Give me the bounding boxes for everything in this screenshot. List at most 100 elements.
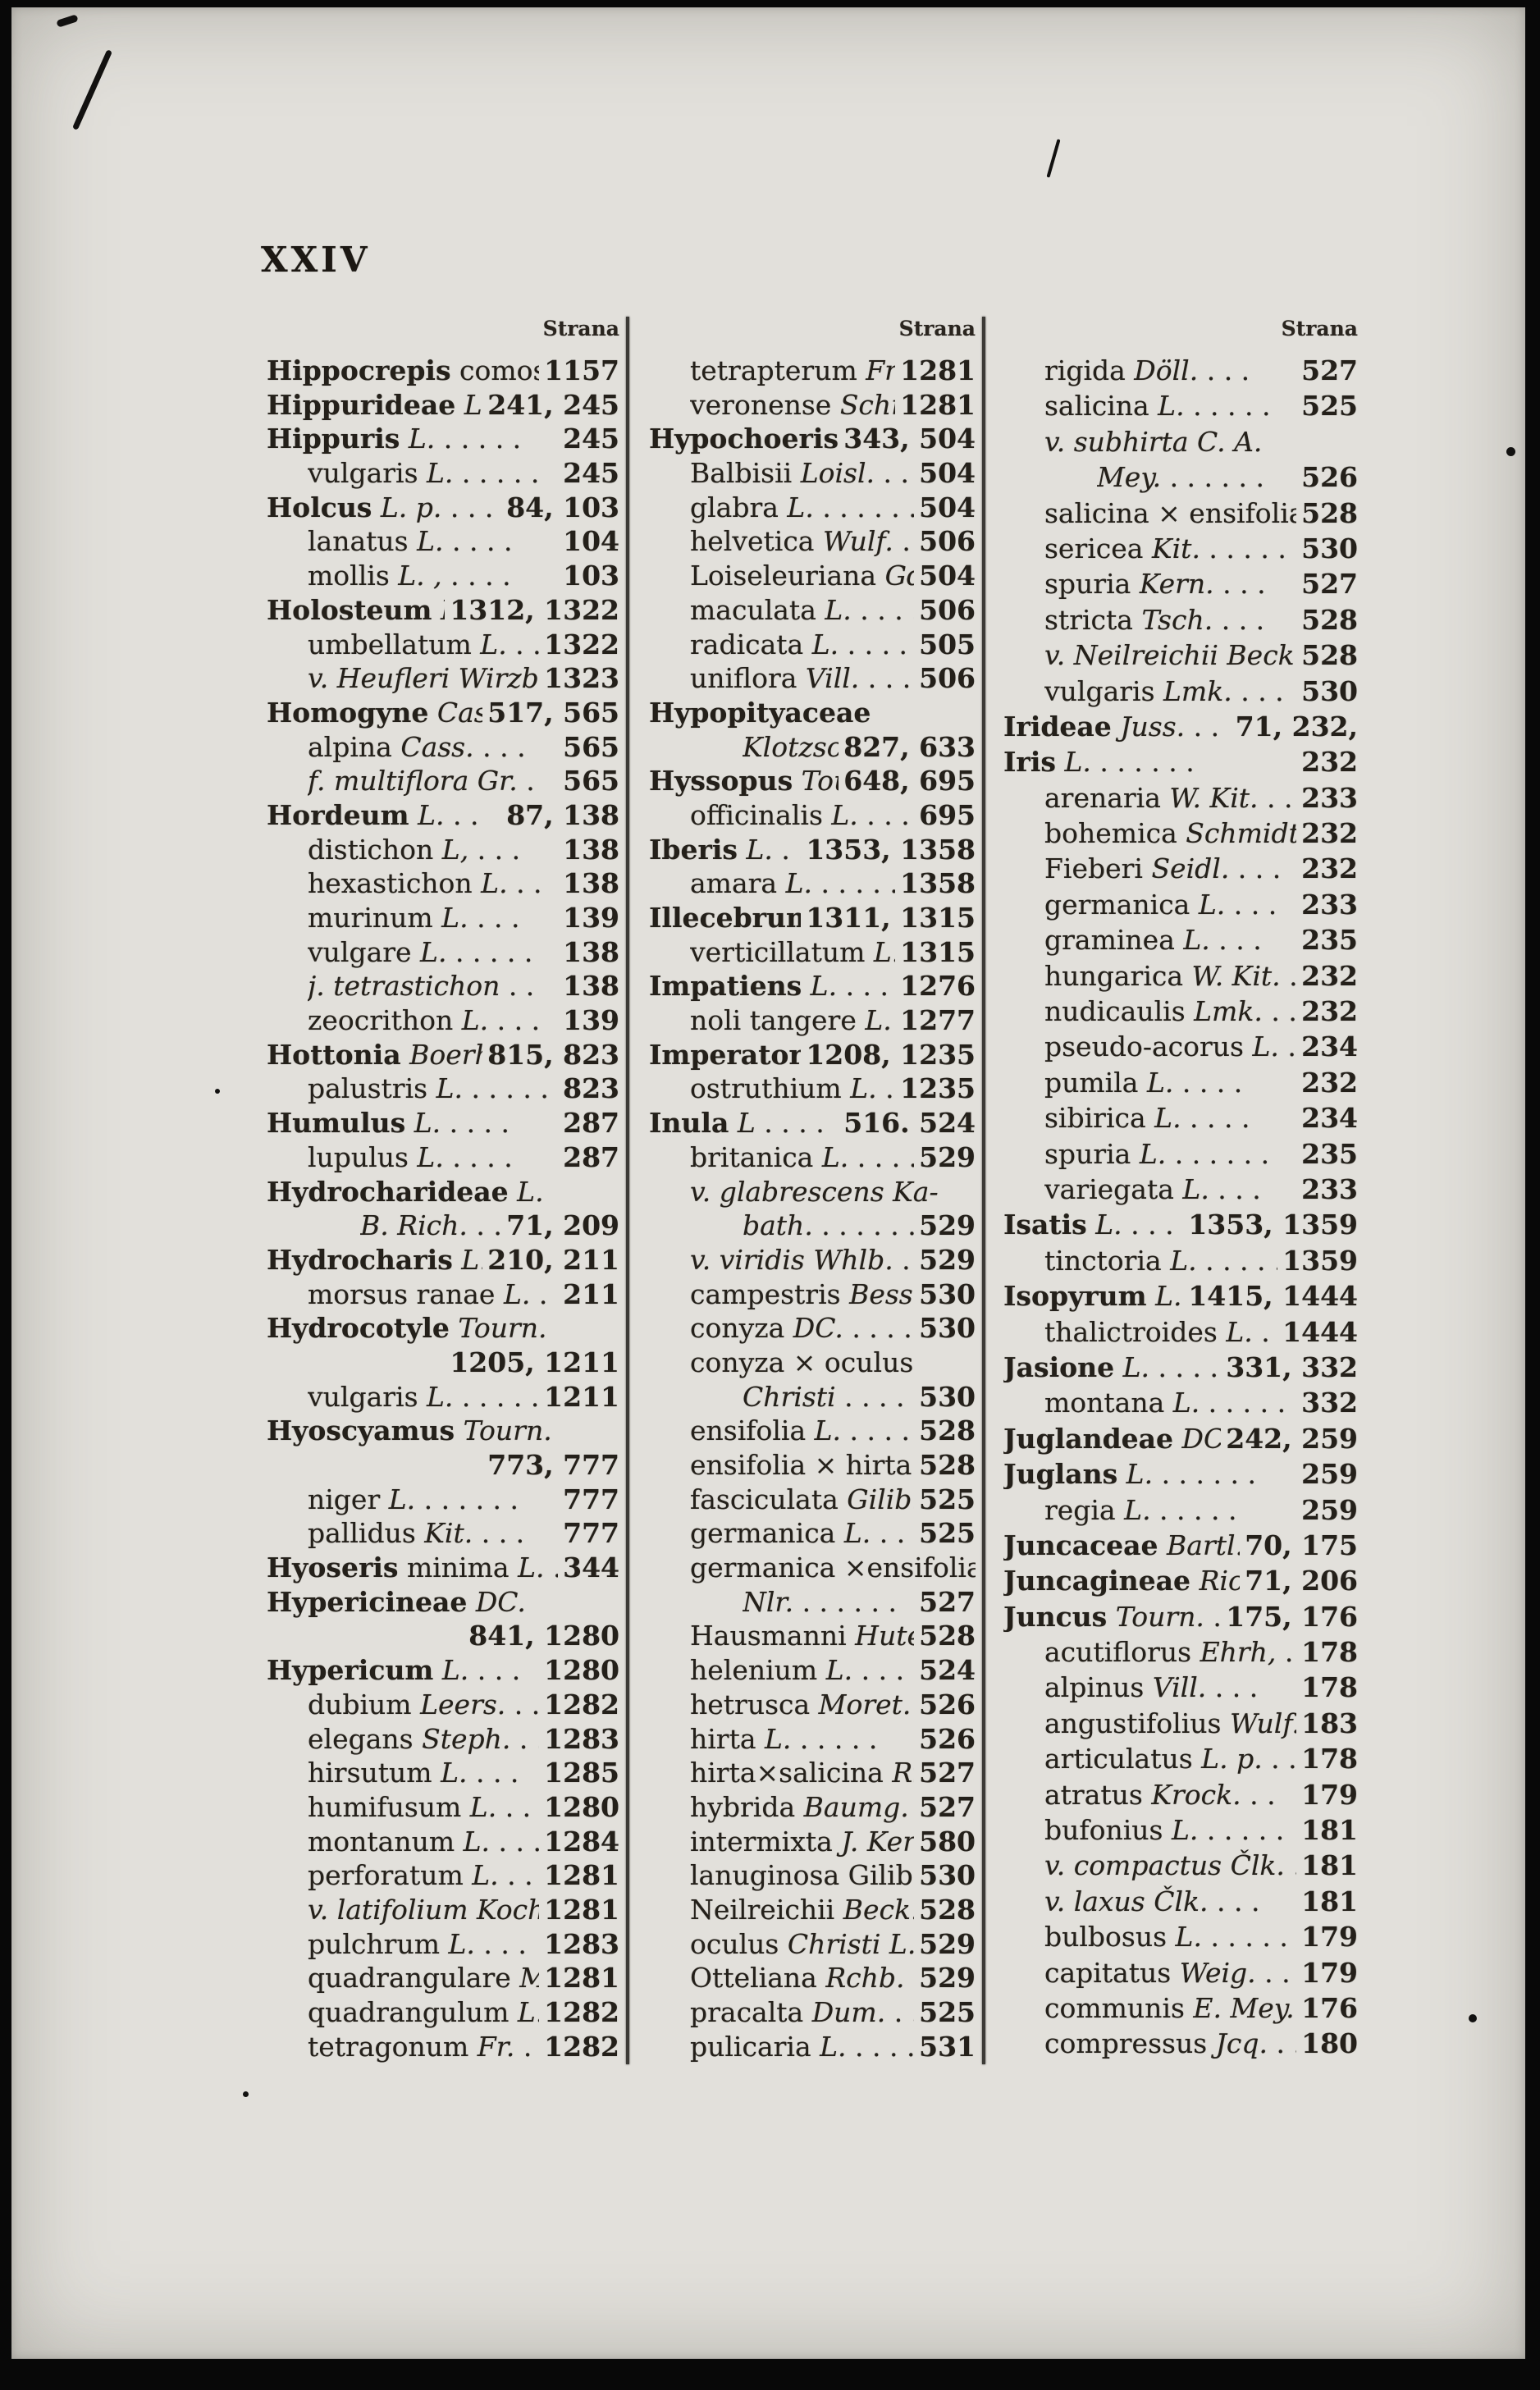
index-entry: Iberis L. . . .1353, 1358	[649, 834, 976, 868]
entry-text: mollis	[308, 560, 399, 592]
index-entry: Hypericum L. . . . 1280	[267, 1654, 619, 1689]
index-entry: arenaria W. Kit. . . 233	[1003, 782, 1358, 817]
entry-text	[1158, 1529, 1168, 1561]
entry-name: pulchrum L. . . .	[308, 1928, 527, 1960]
author-abbrev: j. tetrastichon	[308, 970, 500, 1003]
entry-text: . . .	[879, 1517, 914, 1550]
index-entry: Hausmanni Huter .528	[649, 1620, 976, 1654]
entry-text: sibirica	[1044, 1102, 1155, 1135]
entry-name: fasciculata Gilib. .	[690, 1483, 914, 1515]
entry-name: Hypochoeris L. .	[649, 423, 839, 455]
index-entry: lanuginosa Gilib. . .530	[649, 1859, 976, 1894]
entry-text: .	[1278, 1030, 1296, 1063]
entry-text: hetrusca	[690, 1688, 819, 1721]
author-abbrev: Leers.	[420, 1688, 506, 1721]
entry-name: bohemica Schmidt.	[1044, 817, 1296, 849]
entry-page-number: 1358	[900, 867, 976, 900]
entry-text: zeocrithon	[308, 1004, 462, 1037]
entry-text: Loiseleuriana	[690, 560, 885, 592]
entry-name: Juncagineae Rich.	[1003, 1565, 1240, 1597]
entry-name: radicata L. . . . . .	[690, 628, 914, 660]
index-entry: Juncagineae Rich.71, 206	[1003, 1565, 1358, 1600]
author-abbrev: Tsch.	[1141, 603, 1213, 636]
index-entry: lupulus L. . . . . 287	[267, 1141, 619, 1176]
entry-text: . . .	[1213, 568, 1266, 601]
entry-name: capitatus Weig. . .	[1044, 1957, 1291, 1989]
author-abbrev: W. Kit.	[1191, 959, 1281, 992]
entry-name: hirta L. . . . . .	[690, 1723, 877, 1755]
author-abbrev: Christi L.	[787, 1927, 915, 1960]
entry-name: helenium L. . . .	[690, 1654, 904, 1686]
entry-name: bath. . . . . . .	[743, 1209, 914, 1241]
entry-text: . . . . .	[1198, 1814, 1285, 1847]
entry-name: Hippurideae Link.	[267, 389, 482, 421]
entry-text: veronense	[690, 388, 840, 421]
index-entry: salicina × ensifolia .528	[1003, 497, 1358, 532]
index-entry: Juncaceae Bartl. 70, 175	[1003, 1529, 1358, 1565]
index-entry: Hyssopus Tourn.648, 695	[649, 765, 976, 799]
index-entry: Loiseleuriana Gdr. .504	[649, 560, 976, 594]
entry-name: vulgare L. . . . . .	[308, 936, 532, 968]
entry-text: articulatus	[1044, 1743, 1202, 1775]
index-entry: maculata L. . . . . .506	[649, 594, 976, 628]
entry-text: . .	[1255, 1956, 1291, 1989]
index-entry: vulgare L. . . . . . 138	[267, 936, 619, 971]
entry-text: hexastichon	[308, 867, 482, 900]
entry-page-number: 241, 245	[487, 388, 619, 421]
author-abbrev: v. glabrescens Ka-	[690, 1175, 939, 1208]
entry-text: germanica	[690, 1517, 844, 1550]
entry-name: mollis L. , . . . .	[308, 560, 511, 592]
entry-text: . . . .	[841, 1414, 910, 1447]
entry-name: articulatus L. p. . .	[1044, 1743, 1296, 1775]
entry-text: arenaria	[1044, 781, 1170, 814]
entry-page-number: 242, 259	[1226, 1422, 1358, 1455]
entry-name: perforatum L. . . .	[308, 1859, 539, 1891]
genus-name: Hippuris	[267, 423, 400, 455]
scan-mark-top-left	[71, 49, 113, 130]
entry-name: v. viridis Whlb. .	[690, 1244, 911, 1276]
index-entry: pallidus Kit. . . . 777	[267, 1517, 619, 1551]
entry-text	[793, 765, 802, 797]
index-entry: pseudo-acorus L. . 234	[1003, 1030, 1358, 1066]
genus-name: Holcus	[267, 491, 372, 523]
entry-page-number: 1235	[900, 1072, 976, 1105]
index-entry: tetrapterum Fr. . .1281	[649, 354, 976, 389]
entry-text: lupulus	[308, 1140, 418, 1173]
index-entry: perforatum L. . . .1281	[267, 1859, 619, 1894]
genus-name: Juncus	[1003, 1600, 1108, 1633]
index-entry: v. Neilreichii Beck. 528	[1003, 639, 1358, 674]
entry-text: .	[893, 1243, 911, 1276]
index-entry: rigida Döll. . . . 527	[1003, 354, 1358, 390]
index-entry: intermixta J. Kern580	[649, 1826, 976, 1860]
entry-name: lanuginosa Gilib. . .	[690, 1859, 914, 1891]
entry-name: amara L. . . . . . .	[690, 867, 895, 899]
entry-page-number: 183	[1301, 1707, 1358, 1739]
genus-name: Holosteum	[267, 593, 432, 626]
index-entry: 773, 777	[267, 1449, 619, 1483]
index-entry: pulchrum L. . . . 1283	[267, 1928, 619, 1963]
entry-page-number: 1315	[900, 935, 976, 968]
entry-name: oculus Christi L. .	[690, 1928, 914, 1960]
entry-name: Hausmanni Huter .	[690, 1620, 914, 1652]
entry-text: glabra	[690, 491, 788, 523]
entry-page-number: 504	[919, 560, 976, 592]
entry-text: alpinus	[1044, 1671, 1153, 1704]
index-entry: Irideae Juss. . . 71, 232,	[1003, 711, 1358, 746]
entry-text: . . . . .	[857, 1140, 914, 1173]
author-abbrev: L	[737, 1107, 756, 1140]
entry-text: . . .	[837, 970, 889, 1003]
index-entry: dubium Leers. . . 1282	[267, 1689, 619, 1723]
entry-text: conyza	[690, 1312, 793, 1345]
entry-text: elegans	[308, 1722, 423, 1755]
entry-text: hirta	[690, 1722, 765, 1755]
index-entry: v. glabrescens Ka-	[649, 1176, 976, 1210]
entry-text: . . .	[474, 1927, 527, 1960]
index-entry: Neilreichii Beck. .528	[649, 1894, 976, 1928]
author-abbrev: L.	[825, 1654, 853, 1687]
index-entry: Hypopityaceae	[649, 697, 976, 731]
entry-text: . . .	[490, 1825, 540, 1858]
entry-page-number: 232	[1301, 817, 1358, 850]
index-entry: palustris L. . . . . . 823	[267, 1072, 619, 1107]
author-abbrev: Dum.	[811, 1996, 886, 2028]
